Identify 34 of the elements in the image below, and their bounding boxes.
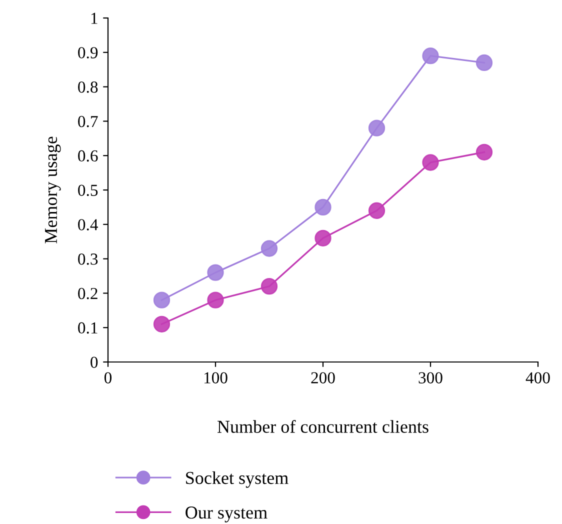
x-tick-label: 100 xyxy=(204,372,228,384)
y-tick-label: 0 xyxy=(90,356,98,368)
point xyxy=(314,230,332,246)
x-axis-title: Number of concurrent clients xyxy=(217,420,428,433)
point xyxy=(422,154,439,171)
x-tick-label: 200 xyxy=(311,372,335,384)
legend-label: Socket system xyxy=(186,471,288,488)
point xyxy=(207,292,224,308)
y-tick-label: 0.2 xyxy=(78,288,98,300)
point xyxy=(476,54,493,72)
point xyxy=(476,144,493,160)
point xyxy=(314,198,332,216)
point xyxy=(207,264,224,281)
point xyxy=(260,278,278,295)
point xyxy=(153,292,170,308)
y-tick-label: 0.5 xyxy=(78,184,98,196)
y-tick-label: 0.3 xyxy=(78,254,98,265)
y-tick-label: 0.4 xyxy=(78,219,98,230)
point xyxy=(368,120,386,136)
point xyxy=(153,316,170,332)
y-tick-label: 1 xyxy=(91,12,98,24)
x-tick-label: 400 xyxy=(526,372,550,384)
y-tick-label: 0.7 xyxy=(78,116,98,128)
x-tick-label: 0 xyxy=(104,372,112,384)
point xyxy=(260,240,278,257)
y-tick-label: 0.8 xyxy=(78,82,98,93)
point xyxy=(368,202,386,219)
point xyxy=(422,48,439,64)
y-tick-label: 0.1 xyxy=(78,322,98,334)
x-tick-label: 300 xyxy=(418,372,442,384)
y-axis-title: Memory usage xyxy=(45,136,61,244)
y-tick-label: 0.9 xyxy=(78,47,98,58)
legend-label: Our system xyxy=(186,506,268,522)
y-tick-label: 0.6 xyxy=(78,150,98,162)
